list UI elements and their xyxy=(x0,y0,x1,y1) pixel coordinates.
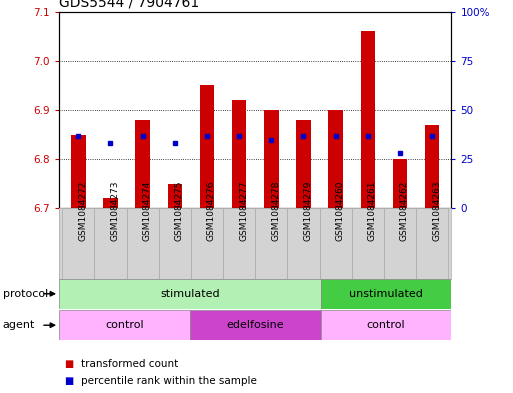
Text: GSM1084279: GSM1084279 xyxy=(304,180,312,241)
Bar xyxy=(190,310,321,340)
Bar xyxy=(321,310,451,340)
Bar xyxy=(321,279,451,309)
Bar xyxy=(361,31,375,208)
Bar xyxy=(59,279,321,309)
Text: GSM1084262: GSM1084262 xyxy=(400,180,409,241)
Text: GSM1084263: GSM1084263 xyxy=(432,180,441,241)
Text: stimulated: stimulated xyxy=(160,289,220,299)
Bar xyxy=(62,208,94,279)
Bar xyxy=(320,208,352,279)
Text: protocol: protocol xyxy=(3,289,48,299)
Bar xyxy=(264,110,279,208)
Text: ■: ■ xyxy=(64,358,73,369)
Bar xyxy=(103,198,117,208)
Text: GSM1084275: GSM1084275 xyxy=(175,180,184,241)
Bar xyxy=(384,208,416,279)
Bar xyxy=(135,120,150,208)
Text: GDS5544 / 7904761: GDS5544 / 7904761 xyxy=(59,0,199,9)
Bar xyxy=(168,184,182,208)
Bar xyxy=(191,208,223,279)
Bar xyxy=(127,208,159,279)
Text: GSM1084272: GSM1084272 xyxy=(78,180,87,241)
Text: GSM1084273: GSM1084273 xyxy=(110,180,120,241)
Bar xyxy=(59,310,190,340)
Text: unstimulated: unstimulated xyxy=(349,289,423,299)
Text: edelfosine: edelfosine xyxy=(226,320,284,330)
Bar xyxy=(425,125,439,208)
Bar xyxy=(71,135,86,208)
Text: GSM1084276: GSM1084276 xyxy=(207,180,216,241)
Text: ■: ■ xyxy=(64,376,73,386)
Text: GSM1084278: GSM1084278 xyxy=(271,180,280,241)
Bar xyxy=(287,208,320,279)
Bar xyxy=(94,208,127,279)
Text: GSM1084261: GSM1084261 xyxy=(368,180,377,241)
Bar xyxy=(232,100,246,208)
Text: percentile rank within the sample: percentile rank within the sample xyxy=(81,376,257,386)
Bar xyxy=(223,208,255,279)
Bar xyxy=(352,208,384,279)
Text: GSM1084260: GSM1084260 xyxy=(336,180,345,241)
Bar xyxy=(296,120,311,208)
Bar xyxy=(200,86,214,208)
Text: agent: agent xyxy=(3,320,35,330)
Text: GSM1084277: GSM1084277 xyxy=(239,180,248,241)
Bar xyxy=(159,208,191,279)
Text: transformed count: transformed count xyxy=(81,358,179,369)
Text: GSM1084274: GSM1084274 xyxy=(143,180,152,241)
Bar xyxy=(393,159,407,208)
Bar xyxy=(255,208,287,279)
Bar xyxy=(416,208,448,279)
Bar xyxy=(328,110,343,208)
Text: control: control xyxy=(367,320,405,330)
Text: control: control xyxy=(105,320,144,330)
